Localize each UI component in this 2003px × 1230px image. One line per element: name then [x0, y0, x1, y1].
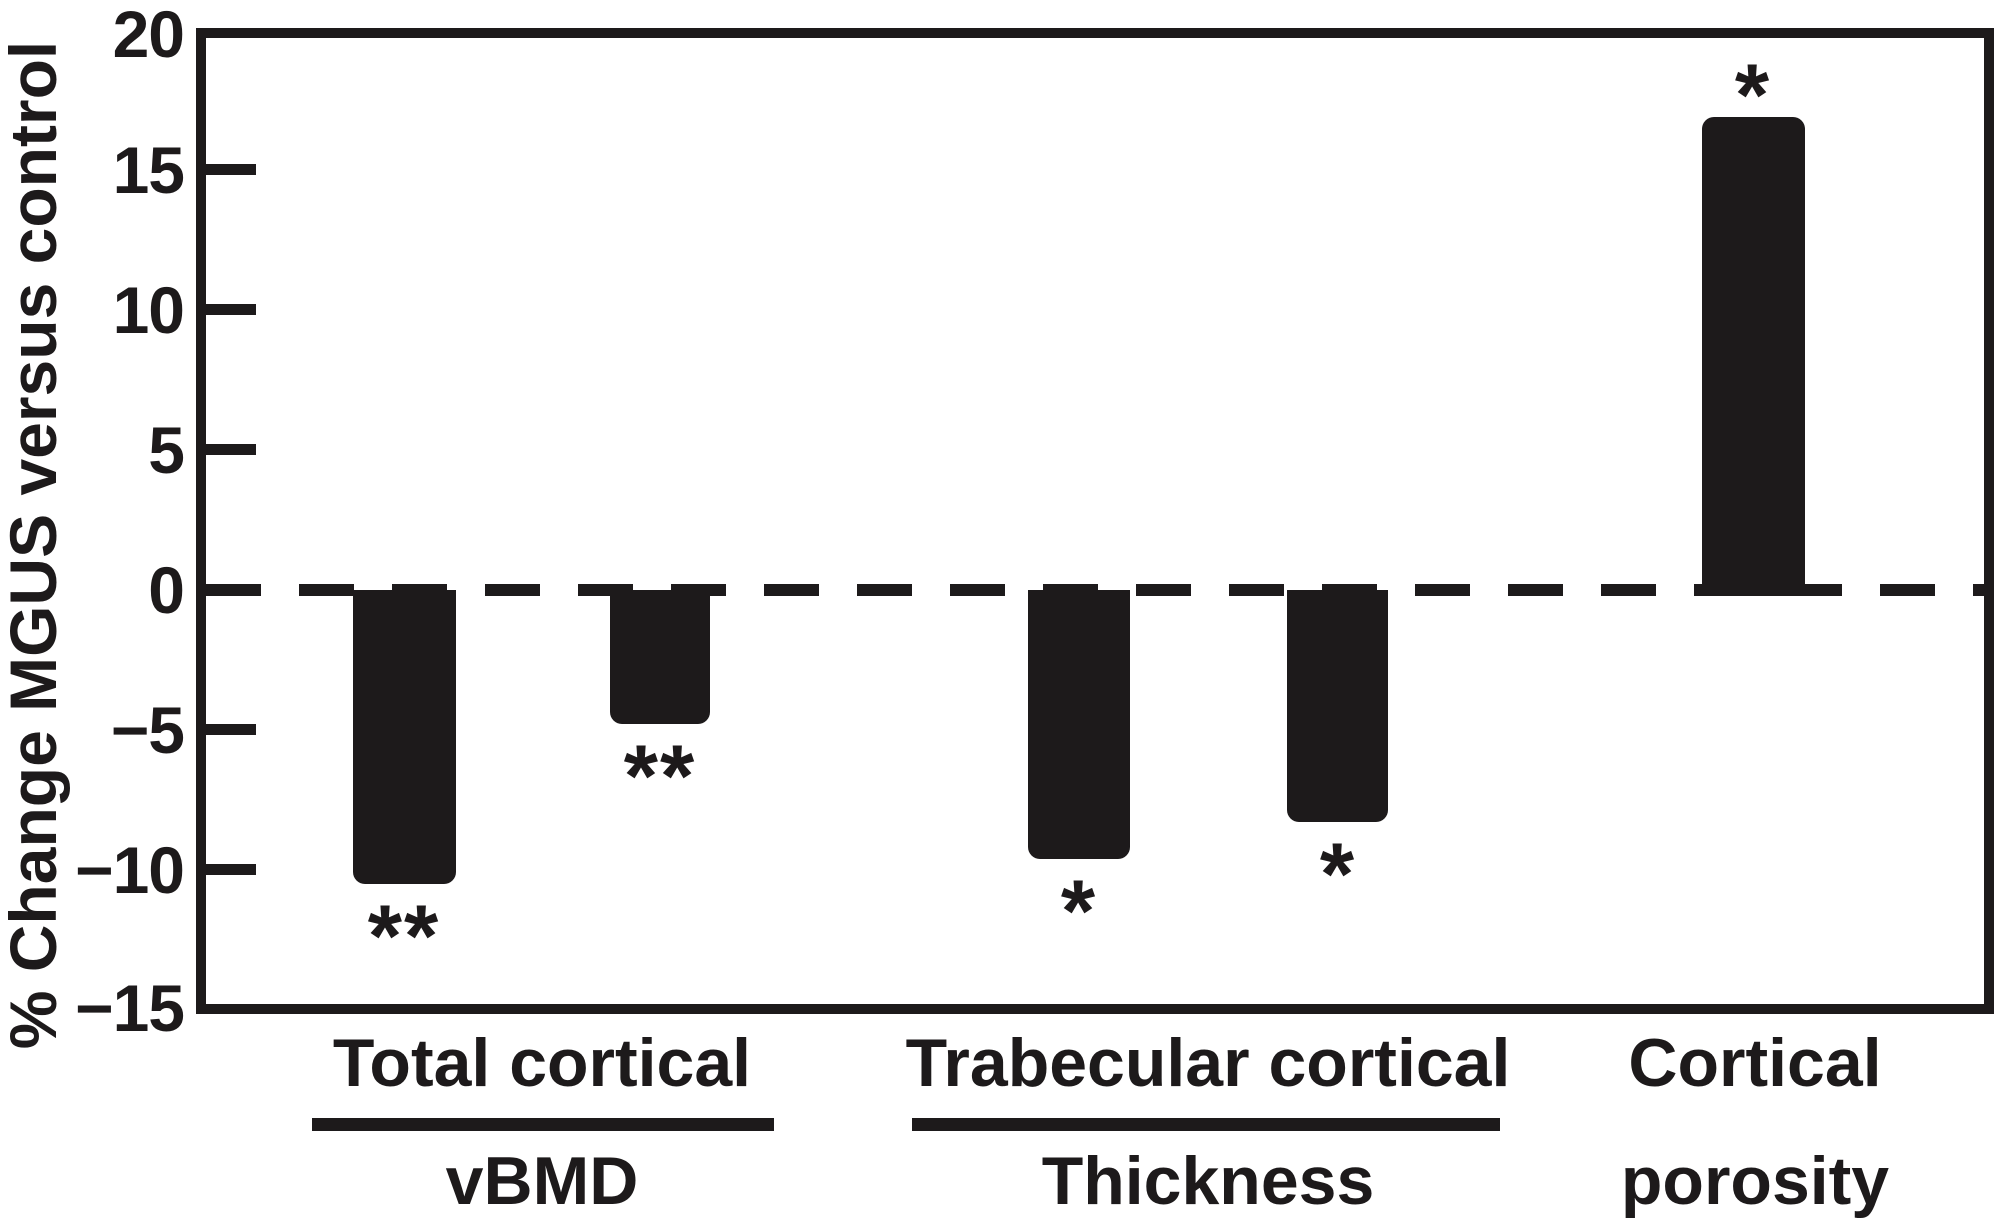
significance-marker: ** [367, 886, 441, 985]
y-tick-label-10: 10 [112, 273, 185, 347]
y-tick-label-15: 15 [112, 133, 185, 207]
significance-marker: * [1060, 860, 1098, 960]
bar-total-cortical-vbmd-1 [353, 590, 456, 884]
group-sublabel-thickness: Thickness [1041, 1143, 1375, 1219]
y-tick-mark-15 [206, 164, 256, 175]
significance-marker: ** [623, 726, 697, 826]
group-sublabel-vbmd: vBMD [445, 1143, 639, 1219]
y-tick-label-n5: −5 [110, 693, 185, 767]
significance-marker: * [1319, 824, 1357, 924]
group-underline-thickness [912, 1118, 1500, 1131]
group-sublabel-porosity: porosity [1620, 1143, 1890, 1219]
group-underline-vbmd [312, 1118, 774, 1131]
bar-total-cortical-vbmd-2 [610, 590, 710, 725]
bar-trabecular-thickness-2 [1287, 590, 1388, 823]
y-tick-mark-5 [206, 444, 256, 455]
y-tick-label-0: 0 [148, 553, 185, 627]
bar-trabecular-thickness-1 [1028, 590, 1130, 859]
y-tick-mark-n10 [206, 864, 256, 875]
group-label-cortical: Cortical [1628, 1025, 1882, 1101]
y-tick-mark-10 [206, 304, 256, 315]
group-label-total-cortical: Total cortical [332, 1025, 752, 1101]
y-tick-label-n15: −15 [75, 971, 185, 1045]
y-tick-label-20: 20 [112, 0, 185, 71]
y-tick-label-5: 5 [148, 413, 185, 487]
group-label-trabecular-cortical: Trabecular cortical [905, 1025, 1511, 1101]
y-tick-mark-n5 [206, 724, 256, 735]
bar-cortical-porosity [1702, 116, 1805, 596]
y-tick-label-n10: −10 [75, 833, 185, 907]
significance-marker: * [1734, 44, 1772, 144]
